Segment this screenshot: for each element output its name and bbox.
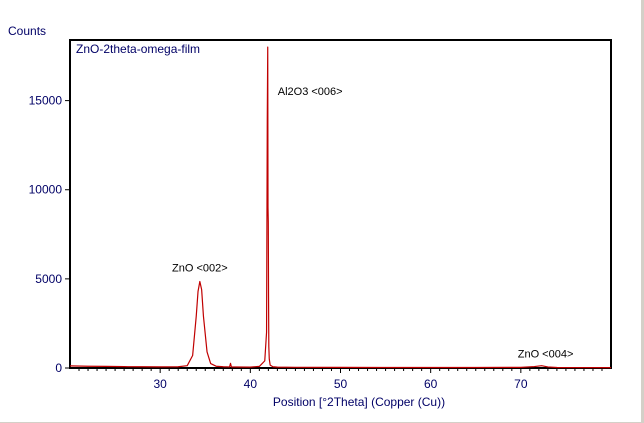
x-axis-label: Position [°2Theta] (Copper (Cu)) bbox=[273, 395, 445, 409]
y-axis-label: Counts bbox=[8, 24, 46, 38]
plot-title: ZnO-2theta-omega-film bbox=[76, 42, 200, 56]
x-tick-label: 50 bbox=[334, 377, 348, 391]
peak-label: ZnO <002> bbox=[172, 263, 228, 275]
y-tick-label: 15000 bbox=[29, 94, 63, 108]
peak-annotations: ZnO <002> Al2O3 <006> ZnO <004> bbox=[172, 86, 573, 361]
x-tick-label: 40 bbox=[244, 377, 258, 391]
series-layer bbox=[69, 46, 612, 369]
y-tick-label: 0 bbox=[55, 361, 62, 375]
x-tick-label: 70 bbox=[514, 377, 528, 391]
y-tick-label: 5000 bbox=[35, 272, 62, 286]
x-axis: 30 40 50 60 70 bbox=[153, 368, 528, 391]
peak-label: Al2O3 <006> bbox=[278, 86, 343, 98]
x-tick-label: 30 bbox=[153, 377, 167, 391]
y-axis: 0 5000 10000 15000 bbox=[29, 94, 70, 375]
peak-label: ZnO <004> bbox=[518, 349, 574, 361]
x-minor-ticks bbox=[78, 368, 603, 371]
y-tick-label: 10000 bbox=[29, 183, 63, 197]
series-line bbox=[69, 46, 612, 369]
plot-area bbox=[69, 39, 612, 369]
x-tick-label: 60 bbox=[424, 377, 438, 391]
